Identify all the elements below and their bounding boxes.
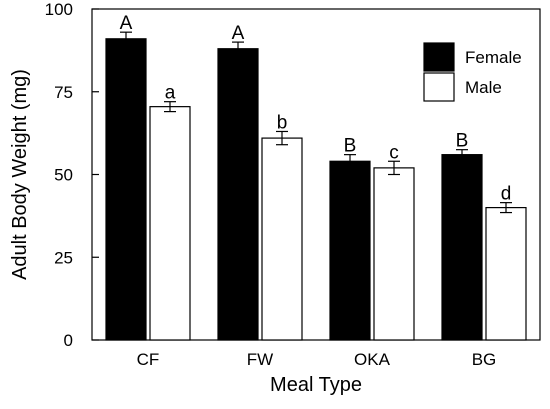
legend-swatch-female: [423, 42, 455, 72]
legend-label-female: Female: [465, 48, 522, 67]
legend-label-male: Male: [465, 78, 502, 97]
significance-label: A: [232, 23, 245, 44]
bar-male: [485, 207, 527, 341]
bar-female: [105, 38, 147, 341]
significance-label: B: [456, 131, 469, 152]
bar-female: [441, 154, 483, 341]
legend-swatch-male: [423, 72, 455, 102]
y-tick-label: 25: [54, 248, 73, 267]
significance-label: d: [501, 184, 512, 205]
y-axis-title: Adult Body Weight (mg): [9, 69, 31, 280]
y-axis: 0 25 50 75 100: [45, 0, 99, 350]
significance-label: A: [120, 13, 133, 34]
legend: Female Male: [423, 42, 522, 102]
bar-male: [373, 167, 415, 341]
x-tick-label: BG: [472, 350, 497, 369]
significance-label: c: [389, 142, 399, 163]
bar-male: [149, 106, 191, 341]
x-tick-label: OKA: [354, 350, 391, 369]
bar-female: [329, 160, 371, 341]
y-tick-label: 100: [45, 0, 73, 19]
bars: A A B Ba b c d: [105, 13, 527, 341]
significance-label: a: [165, 83, 176, 104]
x-tick-label: CF: [137, 350, 160, 369]
y-tick-label: 50: [54, 166, 73, 185]
significance-label: b: [277, 112, 288, 133]
significance-label: B: [344, 136, 357, 157]
x-axis-title: Meal Type: [270, 374, 362, 396]
bar-female: [217, 48, 259, 341]
x-tick-label: FW: [247, 350, 273, 369]
bar-male: [261, 137, 303, 341]
y-tick-label: 0: [64, 331, 73, 350]
y-tick-label: 75: [54, 83, 73, 102]
x-axis: CF FW OKA BG: [137, 350, 497, 369]
